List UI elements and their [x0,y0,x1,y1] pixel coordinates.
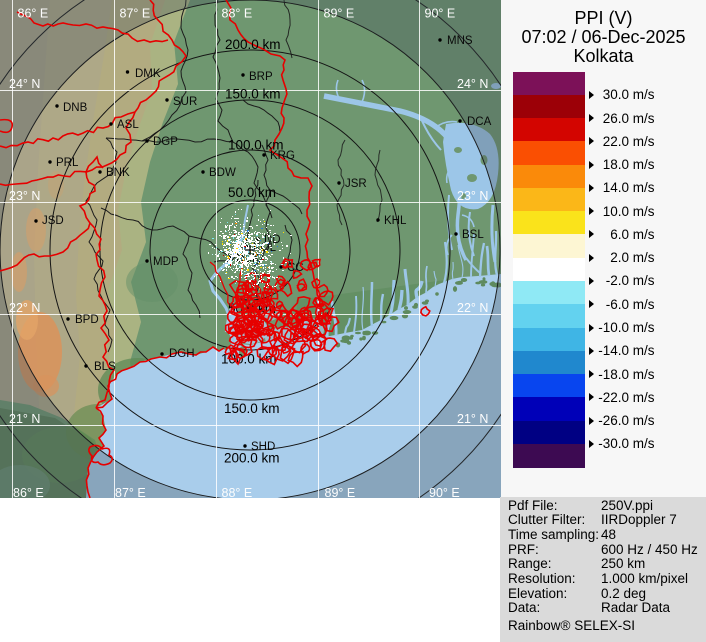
svg-text:DGP: DGP [153,136,178,148]
svg-text:90° E: 90° E [425,7,456,21]
svg-text:24° N: 24° N [457,77,488,91]
svg-text:150.0 km: 150.0 km [224,401,280,416]
svg-text:JSD: JSD [42,215,64,227]
svg-text:MNS: MNS [447,35,473,47]
svg-text:SHD: SHD [251,441,275,453]
svg-text:22° N: 22° N [457,301,488,315]
svg-text:KRG: KRG [270,150,295,162]
svg-text:89° E: 89° E [324,7,355,21]
svg-text:DGH: DGH [169,348,195,360]
svg-text:86° E: 86° E [18,7,49,21]
svg-text:50.0 km: 50.0 km [228,185,276,200]
svg-text:BSL: BSL [462,229,484,241]
svg-text:23° N: 23° N [457,189,488,203]
svg-text:DCA: DCA [467,116,492,128]
svg-text:ASL: ASL [117,119,139,131]
svg-text:86° E: 86° E [13,486,44,498]
svg-text:150.0 km: 150.0 km [225,87,281,102]
svg-text:JSR: JSR [345,178,367,190]
svg-text:23° N: 23° N [9,189,40,203]
svg-text:200.0 km: 200.0 km [224,451,280,466]
svg-text:24° N: 24° N [9,77,40,91]
svg-text:21° N: 21° N [9,412,40,426]
svg-text:88° E: 88° E [222,486,253,498]
svg-text:DMK: DMK [135,68,161,80]
svg-text:87° E: 87° E [120,7,151,21]
svg-text:BNK: BNK [106,167,130,179]
svg-text:90° E: 90° E [429,486,460,498]
svg-text:200.0 km: 200.0 km [225,37,281,52]
svg-text:22° N: 22° N [9,301,40,315]
svg-text:BRP: BRP [249,71,273,83]
svg-text:BDW: BDW [209,167,236,179]
svg-text:DNB: DNB [63,102,88,114]
svg-text:89° E: 89° E [325,486,356,498]
svg-text:PRL: PRL [56,157,79,169]
svg-text:21° N: 21° N [457,412,488,426]
svg-text:BLS: BLS [94,361,116,373]
svg-text:100.0 km: 100.0 km [221,352,277,367]
svg-text:87° E: 87° E [115,486,146,498]
svg-text:100.0 km: 100.0 km [228,138,284,153]
svg-text:SUR: SUR [173,96,197,108]
svg-text:KHL: KHL [384,215,407,227]
svg-text:88° E: 88° E [222,7,253,21]
svg-text:MDP: MDP [153,256,179,268]
svg-text:BPD: BPD [75,314,99,326]
